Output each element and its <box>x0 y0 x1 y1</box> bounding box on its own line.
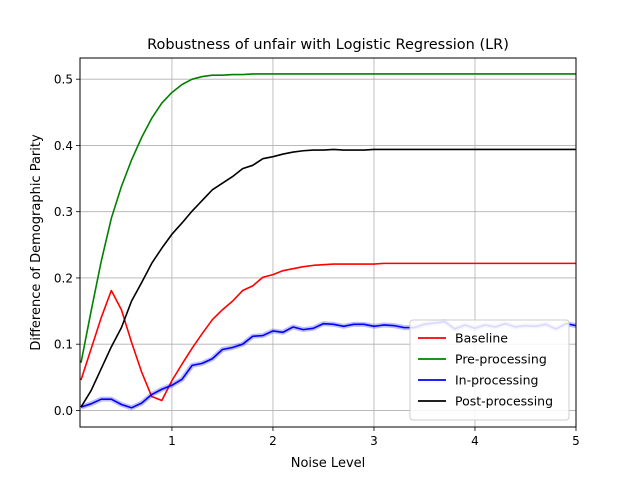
x-tick-label: 2 <box>269 434 277 448</box>
legend: Baseline Pre-processing In-processing Post-… <box>409 319 570 421</box>
legend-label-baseline: Baseline <box>455 331 508 346</box>
x-axis: 1 2 3 4 5 <box>168 427 580 448</box>
grid-lines <box>80 58 577 427</box>
y-axis: 0.0 0.1 0.2 0.3 0.4 0.5 <box>54 73 80 418</box>
x-tick-label: 4 <box>471 434 479 448</box>
series-line-post-processing <box>80 148 576 408</box>
series-line-pre-processing <box>80 73 576 363</box>
x-tick-label: 1 <box>168 434 176 448</box>
y-tick-label: 0.1 <box>54 338 73 352</box>
y-tick-label: 0.5 <box>54 73 73 87</box>
plot-frame <box>79 57 577 428</box>
legend-label-in-processing: In-processing <box>455 373 538 388</box>
x-tick-label: 5 <box>572 434 580 448</box>
y-tick-label: 0.0 <box>54 404 73 418</box>
y-tick-label: 0.4 <box>54 139 73 153</box>
y-tick-label: 0.2 <box>54 271 73 285</box>
x-axis-label: Noise Level <box>291 456 366 471</box>
x-tick-label: 3 <box>370 434 378 448</box>
legend-label-pre-processing: Pre-processing <box>455 352 547 367</box>
legend-label-post-processing: Post-processing <box>455 394 553 409</box>
y-tick-label: 0.3 <box>54 205 73 219</box>
legend-box <box>409 319 570 421</box>
chart-title: Robustness of unfair with Logistic Regre… <box>147 37 509 53</box>
y-axis-label: Difference of Demographic Parity <box>29 134 44 351</box>
series-line-baseline <box>80 262 576 402</box>
